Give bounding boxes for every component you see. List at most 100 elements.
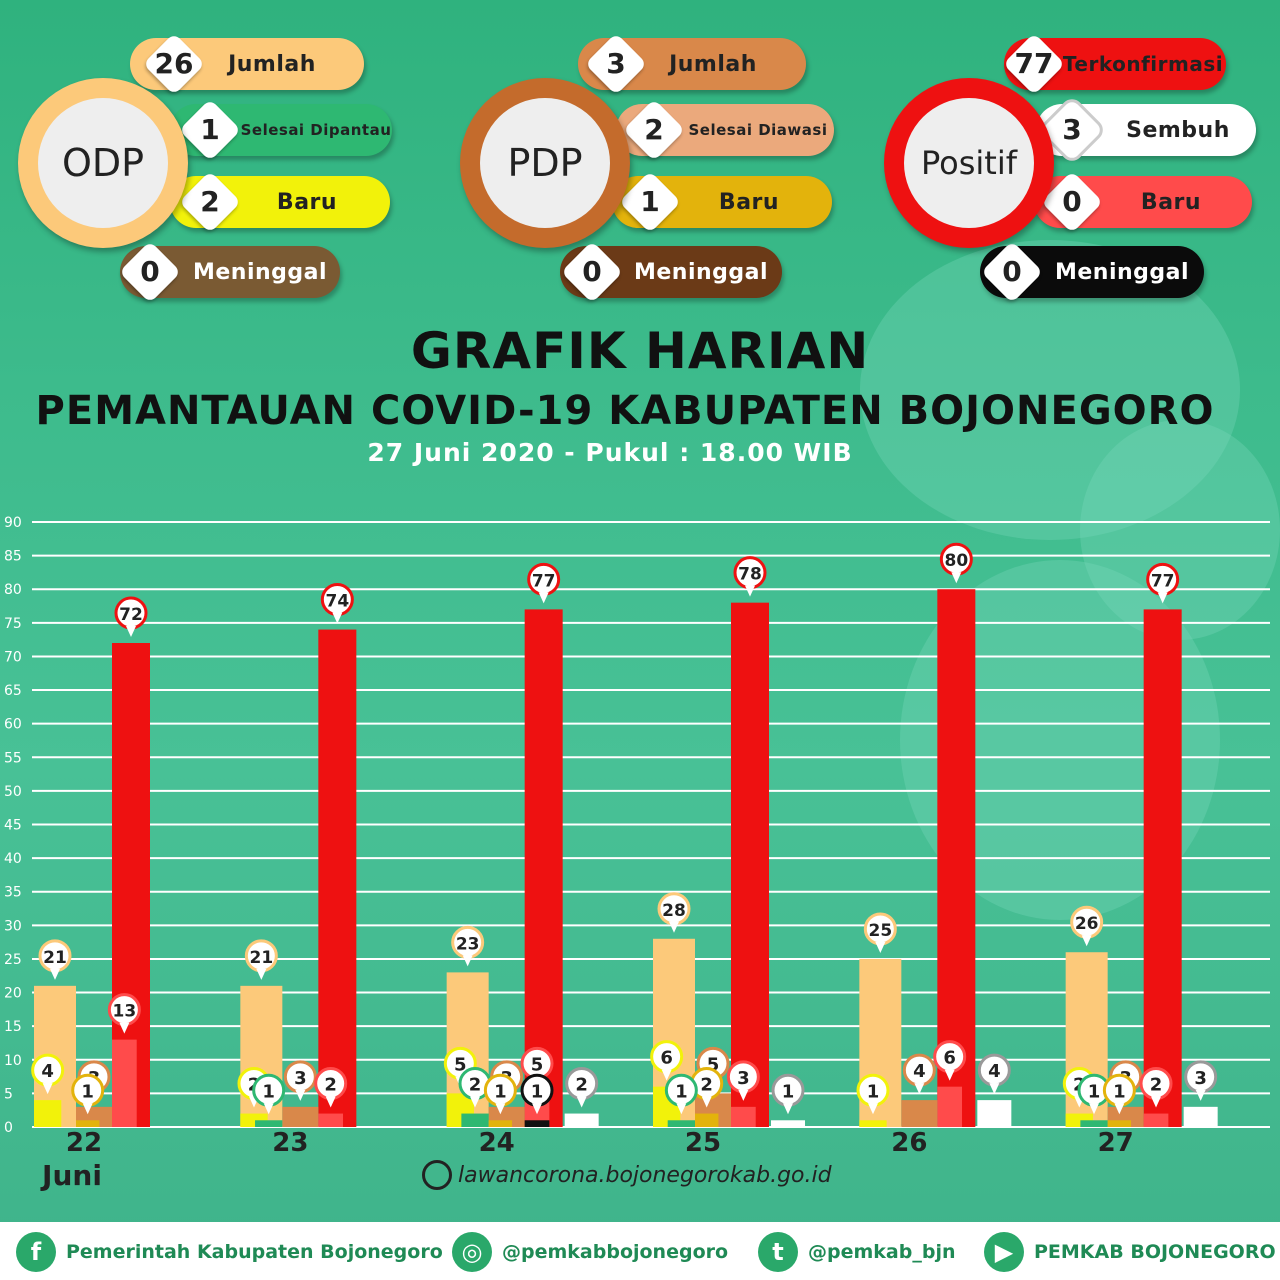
pdp-meninggal-label: Meninggal xyxy=(633,259,769,285)
data-label: 2 xyxy=(469,1075,482,1096)
data-label-pointer xyxy=(914,1083,925,1095)
odp-selesai-label: Selesai Dipantau xyxy=(240,121,392,139)
data-label-pointer xyxy=(867,1103,878,1115)
bar-odp-selesai xyxy=(667,1120,695,1127)
instagram-icon: ◎ xyxy=(452,1232,492,1272)
bar-positif-jumlah xyxy=(524,609,563,1127)
pdp-baru-label: Baru xyxy=(718,189,780,215)
bar-positif-jumlah xyxy=(318,629,357,1127)
odp-jumlah-value: 26 xyxy=(154,47,194,80)
data-label-pointer xyxy=(42,1083,53,1095)
odp-jumlah-label: Jumlah xyxy=(228,51,316,77)
data-label: 1 xyxy=(81,1081,94,1102)
twitter-link[interactable]: t @pemkab_bjn xyxy=(758,1232,955,1272)
data-label-pointer xyxy=(875,941,886,953)
data-label-pointer xyxy=(126,626,136,637)
bar-sembuh xyxy=(564,1113,599,1127)
data-label-pointer xyxy=(1114,1103,1125,1115)
x-tick-label: 27 xyxy=(1098,1128,1134,1158)
pdp-meninggal-value: 0 xyxy=(582,255,602,288)
facebook-text: Pemerintah Kabupaten Bojonegoro xyxy=(66,1241,443,1263)
data-label: 2 xyxy=(324,1075,337,1096)
data-label: 25 xyxy=(868,921,892,941)
data-label: 21 xyxy=(249,948,273,968)
data-label: 3 xyxy=(1194,1068,1207,1089)
bar-positif-baru xyxy=(318,1113,344,1127)
y-tick-label: 50 xyxy=(4,784,22,800)
data-label-pointer xyxy=(576,1096,587,1108)
data-label: 1 xyxy=(1113,1081,1126,1102)
data-label: 5 xyxy=(454,1054,467,1075)
bar-pdp-jumlah xyxy=(282,1106,319,1127)
data-label-pointer xyxy=(1089,1103,1100,1115)
data-label-pointer xyxy=(1157,592,1168,604)
website-link[interactable]: lawancorona.bojonegorokab.go.id xyxy=(422,1160,832,1190)
twitter-text: @pemkab_bjn xyxy=(808,1241,956,1263)
odp-meninggal-value: 0 xyxy=(140,255,160,288)
positif-sembuh-value: 3 xyxy=(1062,113,1082,146)
data-label-pointer xyxy=(538,592,549,604)
y-tick-label: 75 xyxy=(4,616,22,632)
bar-positif-baru xyxy=(937,1086,963,1127)
data-label: 80 xyxy=(944,551,968,571)
data-label: 4 xyxy=(988,1061,1001,1082)
instagram-link[interactable]: ◎ @pemkabbojonegoro xyxy=(452,1232,728,1272)
pdp-jumlah-value: 3 xyxy=(606,47,626,80)
positif-terkonfirmasi-label: Terkonfirmasi xyxy=(1062,52,1224,76)
y-tick-label: 90 xyxy=(4,515,22,531)
data-label-pointer xyxy=(944,1069,955,1081)
facebook-icon: f xyxy=(16,1232,56,1272)
bar-positif-baru xyxy=(731,1106,756,1127)
bar-positif-jumlah xyxy=(937,589,976,1127)
bar-odp-selesai xyxy=(1080,1120,1108,1127)
data-label: 3 xyxy=(737,1068,750,1089)
y-tick-label: 5 xyxy=(4,1086,13,1102)
facebook-link[interactable]: f Pemerintah Kabupaten Bojonegoro xyxy=(16,1232,443,1272)
data-label-pointer xyxy=(495,1103,506,1115)
data-label-pointer xyxy=(951,572,962,584)
data-label-pointer xyxy=(325,1096,336,1108)
data-label-pointer xyxy=(669,921,679,933)
instagram-text: @pemkabbojonegoro xyxy=(502,1241,729,1263)
data-label-pointer xyxy=(470,1096,481,1108)
data-label-pointer xyxy=(532,1103,543,1115)
y-tick-label: 35 xyxy=(4,885,22,901)
y-tick-label: 15 xyxy=(4,1019,22,1035)
data-label: 1 xyxy=(494,1081,507,1102)
data-label-pointer xyxy=(989,1083,1000,1095)
positif-meninggal-value: 0 xyxy=(1002,255,1022,288)
y-tick-label: 80 xyxy=(4,582,22,598)
x-month-label: Juni xyxy=(40,1159,102,1192)
y-tick-label: 65 xyxy=(4,683,22,699)
bar-pdp-baru xyxy=(695,1113,719,1127)
positif-sembuh-label: Sembuh xyxy=(1126,117,1230,143)
bar-odp-selesai xyxy=(461,1113,489,1127)
bar-positif-jumlah xyxy=(1143,609,1182,1127)
chart-date: 27 Juni 2020 - Pukul : 18.00 WIB xyxy=(367,438,853,467)
y-tick-label: 55 xyxy=(4,750,22,766)
youtube-text: PEMKAB BOJONEGORO xyxy=(1034,1241,1276,1263)
data-label: 78 xyxy=(738,565,762,585)
data-label: 2 xyxy=(575,1075,588,1096)
website-text: lawancorona.bojonegorokab.go.id xyxy=(458,1162,832,1188)
bar-pdp-baru xyxy=(488,1120,513,1127)
data-label-pointer xyxy=(295,1089,306,1101)
x-tick-label: 23 xyxy=(272,1128,308,1158)
data-label: 1 xyxy=(782,1081,795,1102)
chart-subtitle: PEMANTAUAN COVID-19 KABUPATEN BOJONEGORO xyxy=(35,388,1215,434)
bar-odp-baru xyxy=(859,1120,887,1127)
data-label: 23 xyxy=(456,934,480,954)
pdp-selesai-label: Selesai Diawasi xyxy=(688,121,828,139)
x-tick-label: 26 xyxy=(891,1128,927,1158)
chart-title: GRAFIK HARIAN xyxy=(410,322,870,380)
y-tick-label: 45 xyxy=(4,818,22,834)
youtube-icon: ▶ xyxy=(984,1232,1024,1272)
data-label-pointer xyxy=(783,1103,793,1115)
y-tick-label: 40 xyxy=(4,851,22,867)
pdp-baru-value: 1 xyxy=(640,185,660,218)
data-label: 2 xyxy=(700,1075,713,1096)
data-label: 4 xyxy=(41,1061,54,1082)
youtube-link[interactable]: ▶ PEMKAB BOJONEGORO xyxy=(984,1232,1276,1272)
bar-pdp-baru xyxy=(1107,1120,1132,1127)
